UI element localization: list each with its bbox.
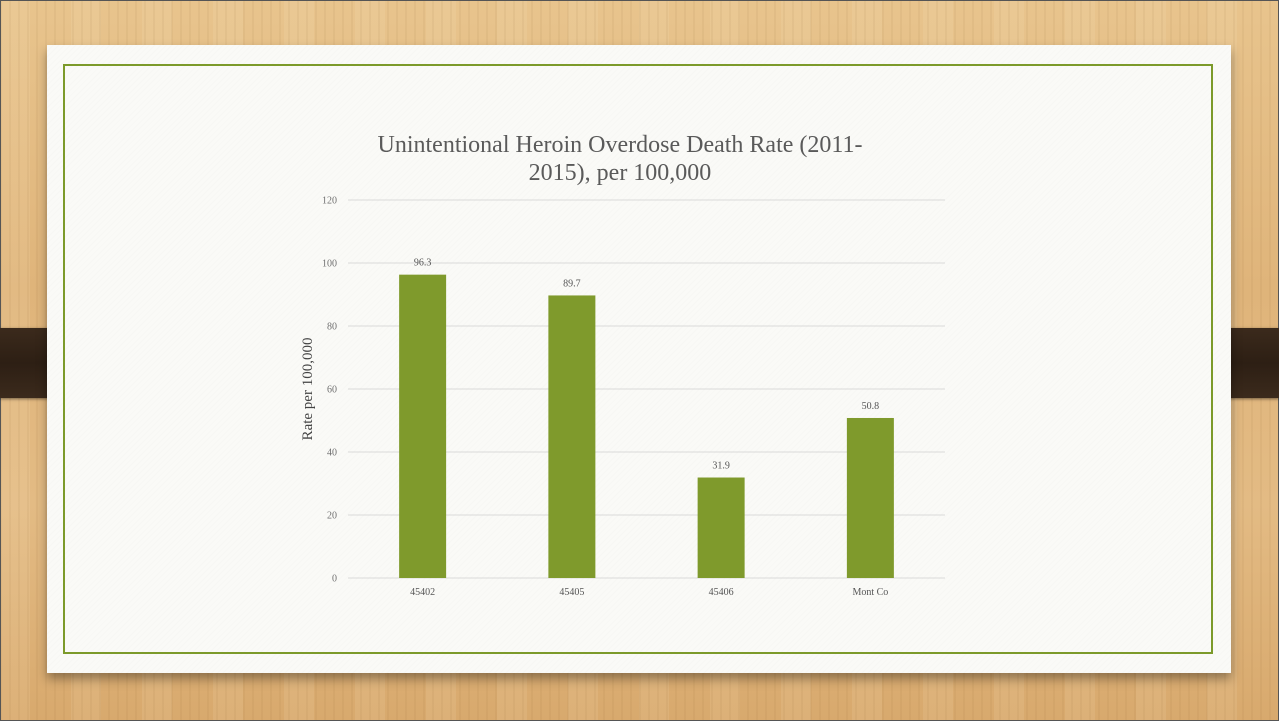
data-label: 89.7	[563, 278, 581, 289]
x-category-label: 45405	[559, 587, 584, 598]
bar-45406	[697, 477, 745, 578]
y-tick-label: 0	[332, 574, 337, 585]
x-axis-categories: 45402 45405 45406 Mont Co	[410, 587, 888, 598]
x-category-label: 45406	[709, 587, 734, 598]
y-tick-label: 120	[322, 196, 337, 207]
bar-45402	[399, 274, 447, 578]
chart-title-line-1: Unintentional Heroin Overdose Death Rate…	[378, 132, 863, 158]
data-label: 50.8	[862, 401, 880, 412]
gridlines	[348, 199, 945, 579]
y-axis-label: Rate per 100,000	[300, 338, 316, 441]
y-tick-label: 80	[327, 322, 337, 333]
slide-paper	[47, 45, 1231, 673]
y-tick-label: 20	[327, 511, 337, 522]
y-tick-label: 60	[327, 385, 337, 396]
y-tick-label: 40	[327, 448, 337, 459]
bar-45405	[548, 295, 596, 578]
data-label: 31.9	[712, 461, 730, 472]
y-axis-ticks: 0 20 40 60 80 100 120	[322, 196, 337, 585]
data-label: 96.3	[414, 258, 432, 269]
data-labels: 96.3 89.7 31.9 50.8	[414, 258, 879, 472]
bars	[399, 274, 894, 578]
x-category-label: Mont Co	[852, 587, 888, 598]
slide-border	[63, 64, 1213, 654]
x-category-label: 45402	[410, 587, 435, 598]
y-tick-label: 100	[322, 259, 337, 270]
bar-mont-co	[846, 417, 894, 578]
chart-title-line-2: 2015), per 100,000	[529, 160, 712, 186]
